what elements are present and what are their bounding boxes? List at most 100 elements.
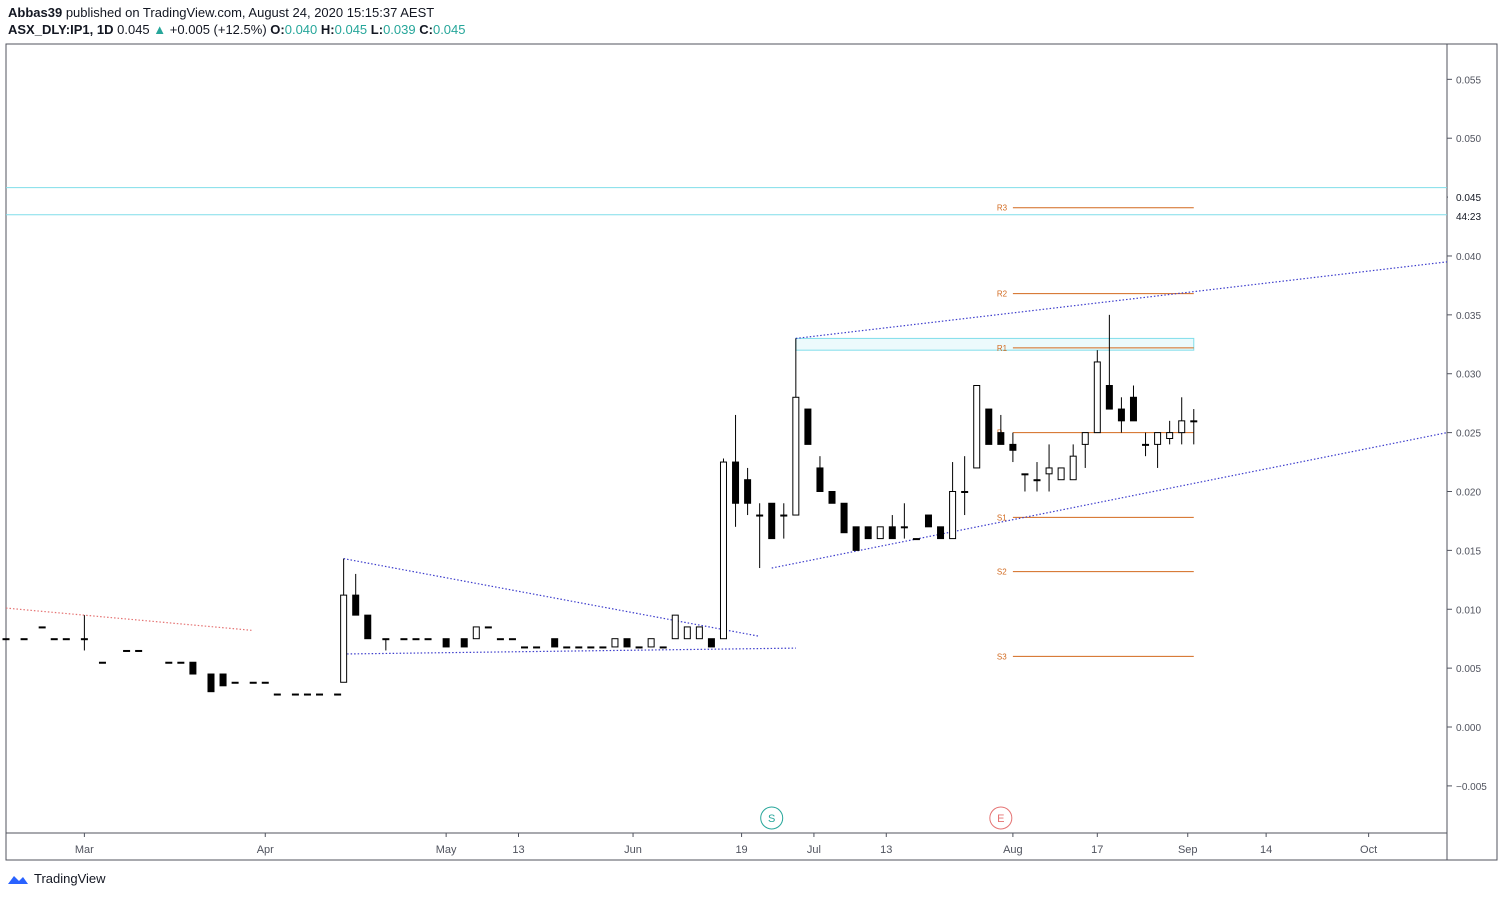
price-axis-frame <box>1446 43 1498 861</box>
x-tick-label: Jul <box>807 844 821 856</box>
candle-body <box>1021 473 1029 476</box>
candle-body <box>484 626 492 629</box>
time-axis-frame <box>5 832 1448 861</box>
candle-body <box>135 649 143 652</box>
candle-body <box>985 408 993 445</box>
candle-body <box>563 646 571 649</box>
candle-body <box>261 681 269 684</box>
candle-body <box>1178 420 1186 434</box>
x-tick-label: May <box>436 844 457 856</box>
candle-body <box>1081 432 1089 445</box>
candle-body <box>1093 361 1101 434</box>
pivot-label: S2 <box>997 568 1007 577</box>
x-tick-label: Oct <box>1360 844 1377 856</box>
candle-body <box>1190 420 1198 423</box>
candle-body <box>352 594 360 616</box>
x-tick-label: Aug <box>1003 844 1023 856</box>
candle-body <box>937 526 945 540</box>
candle-body <box>1166 432 1174 439</box>
candle-body <box>165 661 173 664</box>
candle-body <box>177 661 185 664</box>
candle-body <box>1069 455 1077 481</box>
candle-body <box>533 646 541 649</box>
candle-body <box>587 646 595 649</box>
candle-body <box>828 490 836 504</box>
published-text: published on TradingView.com, August 24,… <box>65 5 435 20</box>
candle-body <box>303 693 311 696</box>
candle-body <box>1105 385 1113 410</box>
price-label-bg <box>1448 189 1496 216</box>
uptrend-lower-line <box>771 432 1448 569</box>
candle-body <box>521 646 529 649</box>
candle-body <box>508 638 516 641</box>
event-marker <box>989 806 1013 830</box>
candle-body <box>62 638 70 641</box>
close-value: 0.045 <box>432 22 466 37</box>
candle-body <box>460 638 468 648</box>
candle-body <box>924 514 932 528</box>
x-tick-label: Mar <box>75 844 94 856</box>
x-tick-label: Jun <box>624 844 642 856</box>
triangle-lower-line <box>343 647 796 655</box>
tradingview-logo[interactable]: TradingView <box>6 871 106 886</box>
downtrend-line <box>5 607 254 632</box>
resistance-box <box>795 337 1195 351</box>
y-tick-label: 0.050 <box>1456 134 1481 145</box>
candle-body <box>189 661 197 675</box>
candle-body <box>219 673 227 687</box>
candle-body <box>900 526 908 529</box>
candle-body <box>888 526 896 540</box>
low-label: L: <box>370 22 384 37</box>
candle-body <box>611 638 619 648</box>
candle-body <box>424 638 432 641</box>
candle-body <box>273 693 281 696</box>
x-tick-label: 14 <box>1260 844 1272 856</box>
open-value: 0.040 <box>284 22 318 37</box>
y-tick-label: −0.005 <box>1456 782 1487 793</box>
candle-body <box>50 638 58 641</box>
candle-body <box>961 490 969 493</box>
candle-body <box>364 614 372 640</box>
y-tick-label: 0.040 <box>1456 252 1481 263</box>
event-marker <box>760 806 784 830</box>
candle-body <box>98 661 106 664</box>
candle-body <box>123 649 131 652</box>
high-value: 0.045 <box>334 22 368 37</box>
candle-body <box>623 638 631 648</box>
candle-body <box>695 626 703 640</box>
candle-body <box>231 681 239 684</box>
candle-body <box>599 646 607 649</box>
candle-body <box>340 594 348 683</box>
candle-body <box>707 638 715 648</box>
pivot-label: R1 <box>997 344 1008 353</box>
candle-body <box>744 479 752 504</box>
x-tick-label: Sep <box>1178 844 1198 856</box>
candle-body <box>249 681 257 684</box>
change-arrow-icon: ▲ <box>153 22 167 37</box>
author-name[interactable]: Abbas39 <box>8 5 63 20</box>
close-label: C: <box>419 22 433 37</box>
triangle-upper-line <box>343 558 760 637</box>
candle-body <box>719 461 727 640</box>
candle-body <box>38 626 46 629</box>
candle-body <box>804 408 812 445</box>
last-price: 0.045 <box>117 22 150 37</box>
pivot-label: S3 <box>997 652 1007 661</box>
candle-body <box>647 638 655 648</box>
pivot-label: R2 <box>997 290 1008 299</box>
candle-body <box>732 461 740 504</box>
candle-body <box>912 538 920 541</box>
event-marker-label: E <box>997 813 1004 825</box>
candle-body <box>1142 443 1150 446</box>
symbol-label[interactable]: ASX_DLY:IP1, 1D <box>8 22 114 37</box>
candle-body <box>635 646 643 649</box>
candle-body <box>1117 408 1125 422</box>
candle-body <box>575 646 583 649</box>
y-tick-label: 0.020 <box>1456 487 1481 498</box>
candle-body <box>816 467 824 492</box>
candle-body <box>852 526 860 551</box>
candle-body <box>496 638 504 641</box>
high-label: H: <box>320 22 335 37</box>
candle-body <box>1057 467 1065 481</box>
